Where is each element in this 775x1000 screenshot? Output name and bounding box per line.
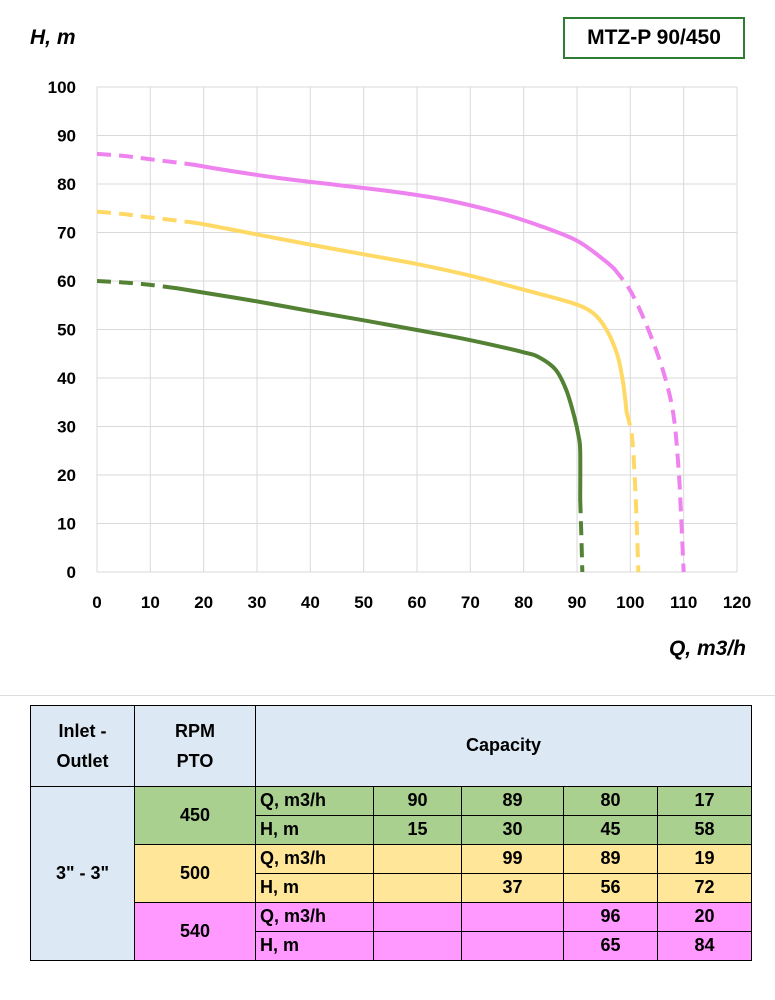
y-tick-label: 10 (57, 515, 76, 534)
table-cell: 84 (656, 930, 753, 962)
table-cell: 90 (373, 785, 462, 816)
table-cell (373, 930, 462, 962)
header-capacity: Capacity (254, 705, 753, 787)
x-axis-ticks: 0 10 20 30 40 50 60 70 80 90 100 110 120 (92, 593, 751, 612)
table-cell (373, 901, 462, 932)
y-tick-label: 30 (57, 418, 76, 437)
curve-dashed-start (96, 209, 188, 224)
x-tick-label: 0 (92, 593, 101, 612)
y-tick-label: 50 (57, 321, 76, 340)
table-cell: 30 (461, 814, 564, 845)
curve-solid (185, 219, 629, 414)
rpm-500: 500 (134, 843, 256, 903)
header-inlet-outlet: Inlet - Outlet (30, 705, 135, 787)
capacity-table: Inlet - Outlet RPM PTO Capacity 3" - 3" … (30, 705, 753, 962)
x-tick-label: 80 (514, 593, 533, 612)
curve-dashed-end (578, 499, 585, 573)
x-tick-label: 30 (248, 593, 267, 612)
section-divider (0, 695, 775, 696)
table-cell (461, 901, 564, 932)
x-tick-label: 10 (141, 593, 160, 612)
x-tick-label: 20 (194, 593, 213, 612)
table-cell (373, 843, 462, 874)
table-cell: 19 (656, 843, 753, 874)
pump-curve-chart: 0 10 20 30 40 50 60 70 80 90 100 110 120 0 10 20 30 40 50… (30, 26, 751, 660)
table-row: H, m 65 84 (31, 930, 753, 962)
curve-solid (175, 286, 583, 502)
y-tick-label: 70 (57, 224, 76, 243)
y-tick-label: 20 (57, 466, 76, 485)
table-cell: 37 (461, 872, 564, 903)
y-axis-label: H, m (30, 26, 76, 49)
h-label: H, m (255, 814, 374, 845)
table-cell: 96 (563, 901, 658, 932)
q-label: Q, m3/h (255, 843, 374, 874)
y-tick-label: 60 (57, 272, 76, 291)
y-tick-label: 100 (48, 78, 76, 97)
table-header-row: Inlet - Outlet RPM PTO Capacity (30, 705, 753, 787)
table-cell: 72 (656, 872, 753, 903)
table-cell: 45 (563, 814, 658, 845)
table-cell (373, 872, 462, 903)
y-axis-ticks: 0 10 20 30 40 50 60 70 80 90 100 (48, 78, 76, 582)
table-cell: 99 (461, 843, 564, 874)
series-500-rpm (96, 209, 641, 573)
table-cell (461, 930, 564, 962)
curve-solid (191, 162, 617, 271)
rpm-540: 540 (134, 901, 256, 962)
table-cell: 80 (563, 785, 658, 816)
table-row: H, m 15 30 45 58 (31, 814, 753, 845)
chart-grid (96, 86, 738, 573)
curve-dashed-end (624, 411, 641, 573)
table-cell: 58 (656, 814, 753, 845)
series-540-rpm (96, 151, 686, 573)
x-tick-label: 90 (568, 593, 587, 612)
performance-curves (96, 151, 686, 573)
curve-dashed-start (96, 151, 194, 167)
x-tick-label: 70 (461, 593, 480, 612)
h-label: H, m (255, 872, 374, 903)
table-cell: 89 (461, 785, 564, 816)
series-450-rpm (96, 279, 585, 573)
inlet-outlet-value: 3" - 3" (30, 785, 135, 962)
y-tick-label: 0 (67, 563, 76, 582)
table-row: 500 Q, m3/h 99 89 19 (31, 843, 753, 903)
h-label: H, m (255, 930, 374, 962)
x-tick-label: 60 (408, 593, 427, 612)
q-label: Q, m3/h (255, 901, 374, 932)
table-cell: 20 (656, 901, 753, 932)
q-label: Q, m3/h (255, 785, 374, 816)
curve-dashed-start (96, 279, 178, 291)
x-tick-label: 50 (354, 593, 373, 612)
rpm-450: 450 (134, 785, 256, 845)
x-tick-label: 100 (616, 593, 644, 612)
x-tick-label: 120 (723, 593, 751, 612)
table-row: 540 Q, m3/h 96 20 (31, 901, 753, 962)
table-cell: 17 (656, 785, 753, 816)
table-cell: 65 (563, 930, 658, 962)
x-tick-label: 40 (301, 593, 320, 612)
table-row: 3" - 3" 450 Q, m3/h 90 89 80 17 (30, 785, 753, 962)
table-cell: 89 (563, 843, 658, 874)
x-axis-label: Q, m3/h (669, 637, 746, 660)
y-tick-label: 90 (57, 127, 76, 146)
table-cell: 15 (373, 814, 462, 845)
table-cell: 56 (563, 872, 658, 903)
header-rpm-pto: RPM PTO (134, 705, 256, 787)
x-tick-label: 110 (670, 593, 697, 612)
table-row: H, m 37 56 72 (31, 872, 753, 903)
model-title: MTZ-P 90/450 (563, 17, 745, 59)
y-tick-label: 80 (57, 175, 76, 194)
curve-dashed-end (612, 267, 686, 573)
y-tick-label: 40 (57, 369, 76, 388)
